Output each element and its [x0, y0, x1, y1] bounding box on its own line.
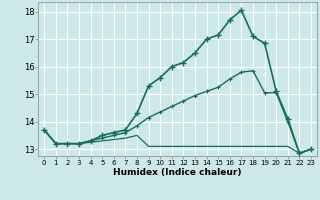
X-axis label: Humidex (Indice chaleur): Humidex (Indice chaleur)	[113, 168, 242, 177]
